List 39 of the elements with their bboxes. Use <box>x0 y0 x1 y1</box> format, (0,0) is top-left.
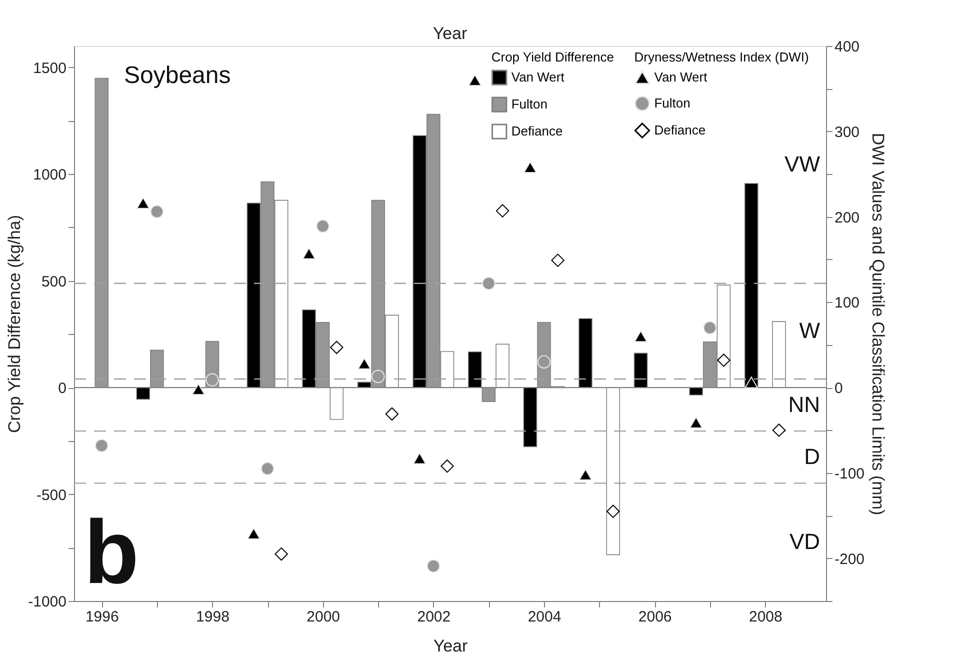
y-tick-label: -500 <box>36 486 66 504</box>
x-tick-label: 2000 <box>306 608 340 626</box>
legend-label: Defiance <box>654 122 706 138</box>
annotation: W <box>799 318 820 344</box>
y2-tick-label: 100 <box>834 294 860 312</box>
x-tick-label: 1998 <box>196 608 230 626</box>
x-tick-label: 2008 <box>748 608 782 626</box>
text: Dryness/Wetness Index (DWI) <box>634 50 809 65</box>
x-tick-label: 2006 <box>638 608 672 626</box>
legend-label: Fulton <box>654 96 690 111</box>
y-tick-label: 1000 <box>33 166 66 184</box>
y-tick-label: 1500 <box>33 60 66 77</box>
annotation: Soybeans <box>124 62 231 89</box>
y-tick-label: 500 <box>41 273 66 290</box>
y-tick-label: -1000 <box>28 594 66 610</box>
x2-axis-title: Year <box>432 24 468 43</box>
y-tick-label: 0 <box>58 380 66 398</box>
annotation: b <box>84 503 139 603</box>
y-axis-title: Crop Yield Difference (kg/ha) <box>5 215 24 433</box>
y2-tick-label: 400 <box>834 38 860 56</box>
annotation: VD <box>789 529 820 554</box>
annotation: D <box>804 444 820 470</box>
legend-label: Defiance <box>511 124 563 139</box>
y2-tick-label: -200 <box>834 550 865 568</box>
y2-tick-label: 0 <box>834 380 843 398</box>
y2-tick-label: 300 <box>834 124 860 141</box>
legend-label: Van Wert <box>511 70 565 85</box>
x-tick-label: 1996 <box>85 608 119 626</box>
x-tick-label: 2002 <box>417 608 451 626</box>
annotation: VW <box>784 152 820 177</box>
x-tick-label: 2004 <box>528 608 562 626</box>
annotation: NN <box>788 392 820 418</box>
y2-axis-title: DWI Values and Quintile Classification Limits (mm) <box>868 132 888 516</box>
y2-tick-label: 200 <box>834 209 860 226</box>
x-axis-title: Year <box>433 636 468 653</box>
legend-label: Van Wert <box>654 70 708 85</box>
legend-label: Fulton <box>511 96 548 112</box>
y2-tick-label: -100 <box>834 465 865 482</box>
text: Crop Yield Difference <box>491 50 614 65</box>
